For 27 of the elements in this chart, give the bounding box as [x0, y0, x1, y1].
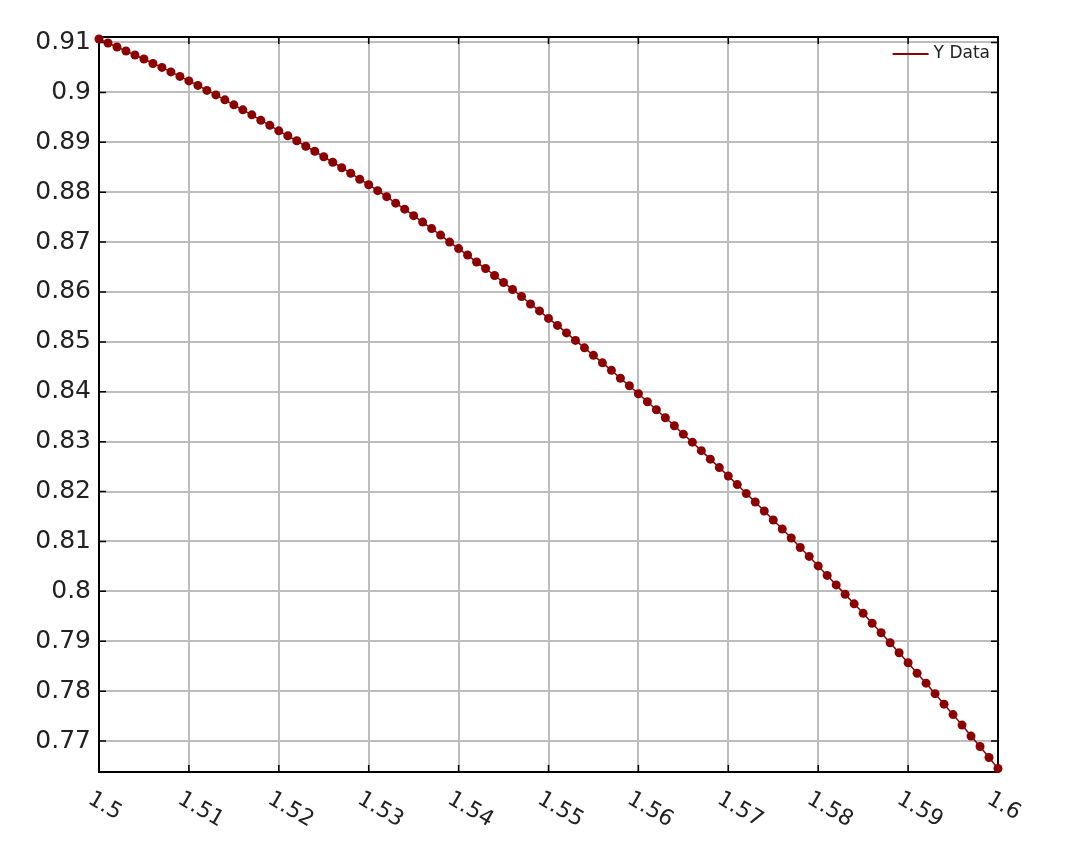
y-tick-label: 0.86 [35, 275, 91, 305]
y-tick-label: 0.91 [35, 25, 91, 55]
x-tick-label: 1.6 [983, 785, 1026, 825]
y-tick-label: 0.79 [35, 624, 91, 654]
y-tick-label: 0.77 [35, 724, 91, 754]
x-tick-label: 1.5 [84, 785, 127, 825]
y-tick-label: 0.88 [35, 175, 91, 205]
x-tick-label: 1.54 [443, 785, 499, 832]
x-tick-label: 1.57 [713, 785, 769, 832]
x-tick-label: 1.58 [803, 785, 859, 832]
x-tick-label: 1.56 [623, 785, 679, 832]
y-tick-label: 0.82 [35, 475, 91, 505]
y-tick-label: 0.9 [51, 75, 91, 105]
y-tick-label: 0.81 [35, 524, 91, 554]
x-tick-label: 1.51 [174, 785, 229, 832]
y-tick-label: 0.85 [35, 325, 91, 355]
y-tick-label: 0.78 [35, 674, 91, 704]
y-tick-label: 0.83 [35, 425, 91, 455]
y-tick-label: 0.84 [35, 375, 91, 405]
x-tick-label: 1.52 [263, 785, 319, 832]
x-tick-label: 1.53 [353, 785, 409, 832]
y-tick-label: 0.8 [51, 574, 91, 604]
x-tick-label: 1.59 [893, 785, 949, 832]
y-tick-label: 0.89 [35, 125, 91, 155]
y-tick-label: 0.87 [35, 225, 91, 255]
x-tick-label: 1.55 [533, 785, 589, 832]
legend-label: Y Data [932, 42, 991, 63]
